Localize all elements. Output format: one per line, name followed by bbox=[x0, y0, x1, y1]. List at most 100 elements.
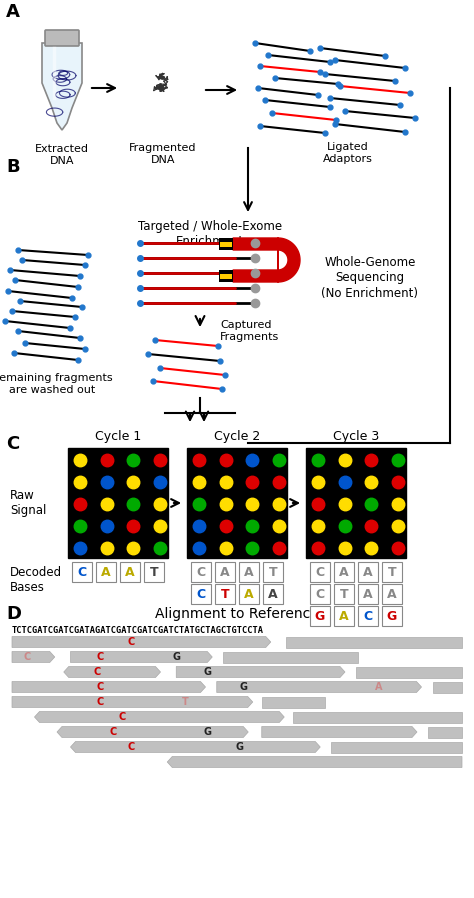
Text: T: T bbox=[150, 566, 158, 578]
Text: Cycle 2: Cycle 2 bbox=[214, 430, 260, 443]
Text: C: C bbox=[128, 637, 135, 647]
Text: C: C bbox=[6, 435, 19, 453]
Text: C: C bbox=[196, 587, 206, 601]
Bar bbox=[263, 584, 283, 604]
Polygon shape bbox=[167, 756, 462, 768]
Polygon shape bbox=[12, 682, 206, 692]
Text: G: G bbox=[387, 610, 397, 622]
Bar bbox=[334, 584, 354, 604]
Text: C: C bbox=[96, 652, 103, 662]
Text: B: B bbox=[6, 158, 19, 176]
Text: A: A bbox=[363, 587, 373, 601]
Polygon shape bbox=[233, 238, 300, 282]
Bar bbox=[310, 584, 330, 604]
Bar bbox=[358, 562, 378, 582]
Bar bbox=[334, 562, 354, 582]
Text: A: A bbox=[375, 682, 383, 692]
Bar bbox=[310, 562, 330, 582]
Polygon shape bbox=[331, 742, 462, 753]
Text: Decoded
Bases: Decoded Bases bbox=[10, 566, 62, 594]
Text: A: A bbox=[125, 566, 135, 578]
Text: A: A bbox=[101, 566, 111, 578]
Text: C: C bbox=[77, 566, 87, 578]
Text: C: C bbox=[96, 697, 103, 707]
Text: Remaining fragments
are washed out: Remaining fragments are washed out bbox=[0, 373, 112, 394]
Text: Cycle 1: Cycle 1 bbox=[95, 430, 141, 443]
Bar bbox=[191, 562, 211, 582]
Text: Extracted
DNA: Extracted DNA bbox=[35, 144, 89, 165]
Polygon shape bbox=[64, 666, 161, 677]
Bar bbox=[263, 562, 283, 582]
Text: C: C bbox=[96, 682, 103, 692]
Bar bbox=[239, 562, 259, 582]
Bar bbox=[239, 584, 259, 604]
Bar bbox=[72, 562, 92, 582]
Text: T: T bbox=[269, 566, 277, 578]
Polygon shape bbox=[42, 43, 82, 130]
Text: A: A bbox=[339, 610, 349, 622]
Polygon shape bbox=[71, 742, 320, 753]
Text: C: C bbox=[315, 566, 325, 578]
Text: C: C bbox=[315, 587, 325, 601]
Text: C: C bbox=[23, 652, 30, 662]
Text: G: G bbox=[240, 682, 248, 692]
Bar bbox=[382, 584, 402, 604]
Text: T: T bbox=[221, 587, 229, 601]
Polygon shape bbox=[57, 726, 248, 737]
Bar bbox=[96, 562, 116, 582]
Bar bbox=[220, 242, 232, 247]
Bar bbox=[215, 584, 235, 604]
Polygon shape bbox=[293, 711, 462, 723]
Bar bbox=[144, 562, 164, 582]
Text: A: A bbox=[363, 566, 373, 578]
Text: G: G bbox=[172, 652, 180, 662]
Text: C: C bbox=[196, 566, 206, 578]
Polygon shape bbox=[176, 666, 345, 677]
Text: A: A bbox=[6, 3, 20, 21]
Text: Fragmented
DNA: Fragmented DNA bbox=[129, 143, 197, 164]
Text: G: G bbox=[315, 610, 325, 622]
Bar bbox=[310, 606, 330, 626]
Bar bbox=[334, 606, 354, 626]
Polygon shape bbox=[35, 711, 284, 723]
Text: A: A bbox=[268, 587, 278, 601]
Bar bbox=[219, 270, 233, 282]
Bar bbox=[358, 606, 378, 626]
Polygon shape bbox=[433, 682, 462, 692]
Text: Raw
Signal: Raw Signal bbox=[10, 489, 46, 517]
Polygon shape bbox=[12, 697, 253, 708]
Text: Whole-Genome
Sequencing
(No Enrichment): Whole-Genome Sequencing (No Enrichment) bbox=[321, 257, 419, 300]
Text: Targeted / Whole-Exome
Enrichment: Targeted / Whole-Exome Enrichment bbox=[138, 220, 282, 248]
Polygon shape bbox=[71, 652, 212, 663]
Text: G: G bbox=[204, 727, 212, 737]
Polygon shape bbox=[356, 666, 462, 677]
Text: D: D bbox=[6, 605, 21, 623]
Text: Cycle 3: Cycle 3 bbox=[333, 430, 379, 443]
Bar bbox=[219, 238, 233, 250]
Polygon shape bbox=[262, 697, 325, 708]
Text: T: T bbox=[340, 587, 348, 601]
Text: Captured
Fragments: Captured Fragments bbox=[220, 320, 279, 341]
Text: C: C bbox=[94, 667, 101, 677]
Bar bbox=[358, 584, 378, 604]
Bar bbox=[120, 562, 140, 582]
Text: A: A bbox=[339, 566, 349, 578]
Text: TCTCGATCGATCGATAGATCGATCGATCGATCTATGCTAGCTGTCCTA: TCTCGATCGATCGATAGATCGATCGATCGATCTATGCTAG… bbox=[12, 626, 264, 635]
Polygon shape bbox=[12, 637, 271, 647]
Text: A: A bbox=[244, 566, 254, 578]
Bar bbox=[191, 584, 211, 604]
Polygon shape bbox=[428, 726, 462, 737]
Bar bbox=[382, 562, 402, 582]
Bar bbox=[68, 448, 168, 558]
Text: A: A bbox=[387, 587, 397, 601]
Polygon shape bbox=[217, 682, 421, 692]
Polygon shape bbox=[12, 652, 55, 663]
Text: C: C bbox=[128, 742, 135, 752]
Polygon shape bbox=[224, 652, 358, 663]
Bar bbox=[220, 274, 232, 279]
Text: T: T bbox=[182, 697, 189, 707]
Text: A: A bbox=[220, 566, 230, 578]
Bar bbox=[215, 562, 235, 582]
Text: C: C bbox=[364, 610, 373, 622]
Bar bbox=[382, 606, 402, 626]
